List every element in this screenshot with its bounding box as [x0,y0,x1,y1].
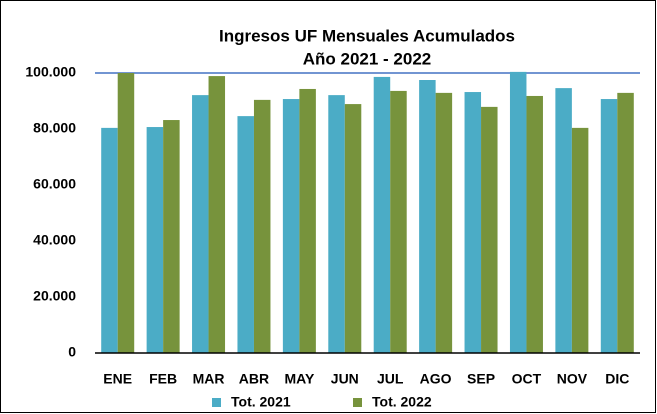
bar [481,106,498,353]
bar [617,92,634,353]
x-tick-label: AGO [420,371,452,387]
y-tick-label: 0 [68,344,76,360]
bar [435,92,453,353]
x-tick-label: NOV [557,371,588,387]
legend-swatch [212,398,221,407]
x-tick-label: JUL [377,371,404,387]
bar [344,104,362,353]
bar [555,88,572,354]
bar [373,76,391,354]
legend-swatch [353,398,362,407]
y-tick-label: 100.000 [25,64,76,80]
bar [328,95,345,354]
x-tick-label: MAR [193,371,225,387]
bar [192,95,209,354]
y-tick-label: 20.000 [33,288,76,304]
bar [464,92,482,353]
y-tick-label: 80.000 [33,120,76,136]
y-tick-label: 60.000 [33,176,76,192]
bar [509,71,527,353]
bar [208,76,226,353]
legend-label: Tot. 2022 [372,394,432,410]
bar [253,99,271,353]
y-tick-label: 40.000 [33,232,76,248]
bar [282,99,300,353]
chart-title: Ingresos UF Mensuales Acumulados [219,26,515,45]
bar [419,80,436,353]
bar [163,120,180,353]
x-tick-label: OCT [512,371,542,387]
bar [146,127,164,353]
bar [526,95,543,354]
bar [390,90,407,354]
x-tick-label: ENE [103,371,132,387]
chart-subtitle: Año 2021 - 2022 [303,49,432,68]
bar [299,88,316,354]
x-tick-label: SEP [467,371,495,387]
bar [237,116,254,354]
x-tick-label: JUN [331,371,359,387]
bar [101,127,118,353]
legend-label: Tot. 2021 [231,394,291,410]
bar [117,73,135,353]
bar [571,127,589,353]
bar [600,99,618,353]
x-tick-label: ABR [239,371,269,387]
x-tick-label: DIC [605,371,629,387]
x-tick-label: FEB [149,371,177,387]
x-tick-label: MAY [284,371,314,387]
